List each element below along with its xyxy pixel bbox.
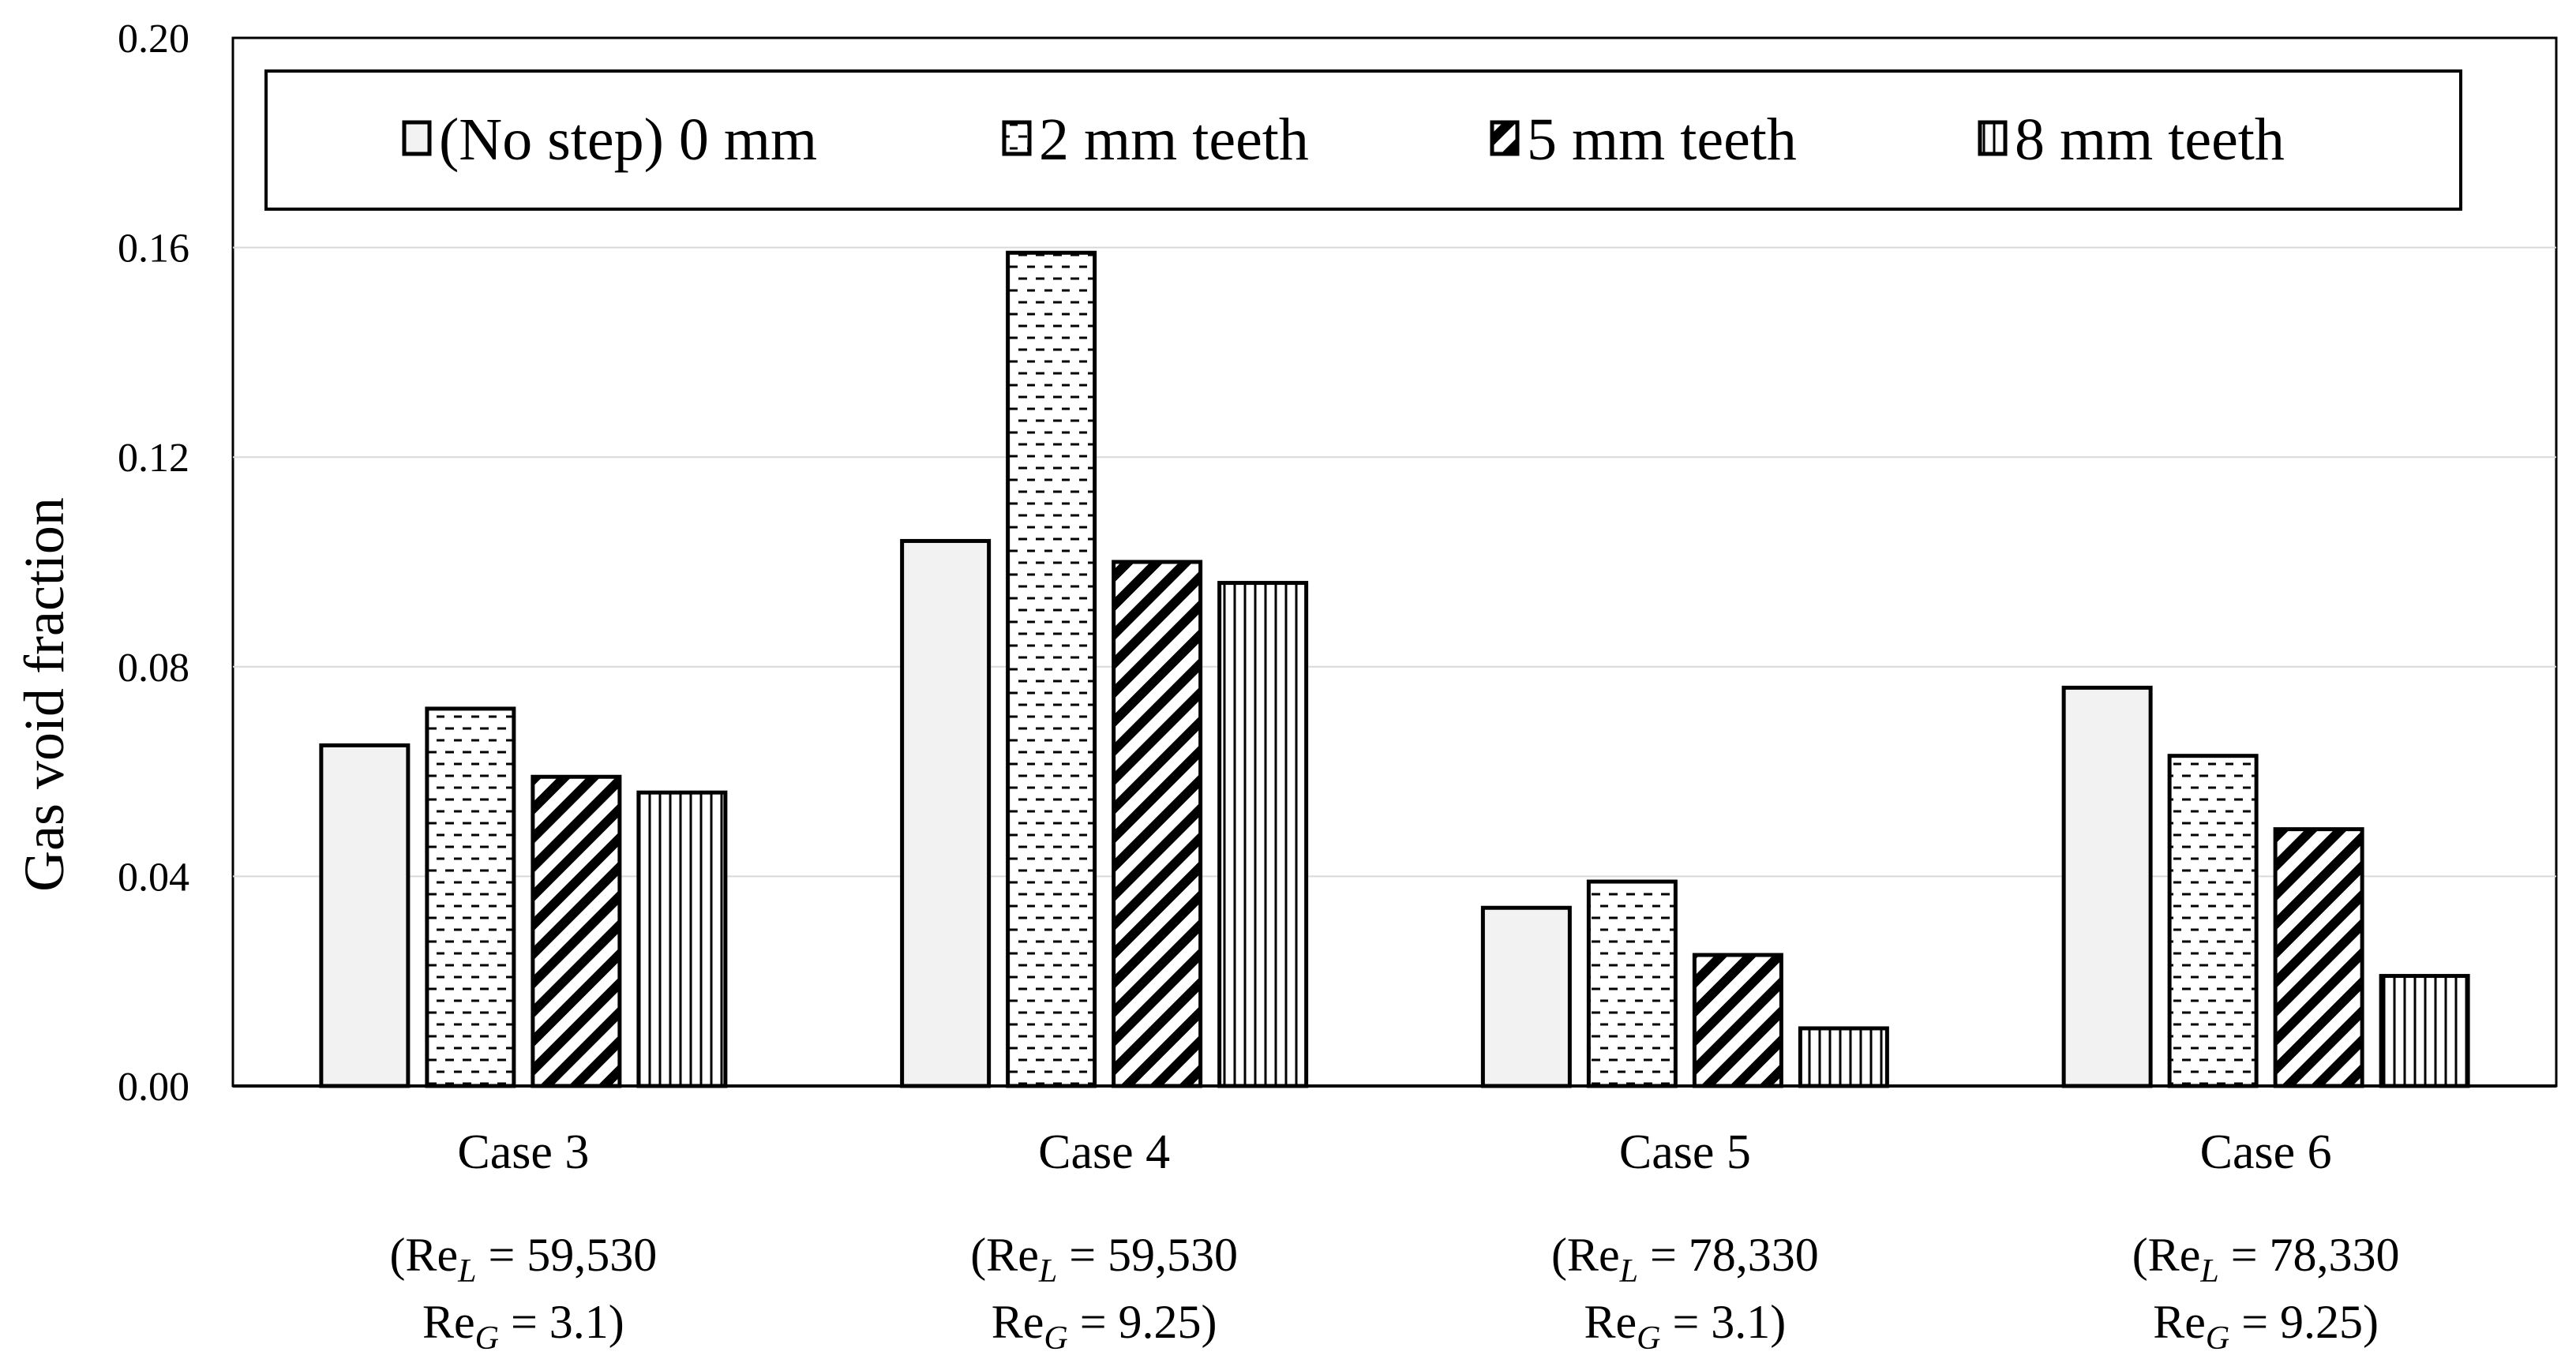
bar-case-6-series-1 [2061,685,2153,1088]
y-tick-label: 0.12 [118,436,189,481]
category-label: Case 4 [1038,1125,1170,1179]
y-axis-ticks: 0.00 0.04 0.08 0.12 0.16 0.20 [118,17,189,1110]
re-g-label: ReG = 9.25) [2153,1296,2379,1357]
y-tick-label: 0.16 [118,227,189,271]
y-tick-label: 0.20 [118,17,189,62]
bar-case-6-series-4 [2379,974,2470,1088]
bars [319,250,2470,1088]
re-g-label: ReG = 9.25) [992,1296,1217,1357]
re-l-label: (ReL = 59,530 [389,1229,657,1290]
bar-case-4-series-4 [1217,581,1309,1088]
legend-swatch-2 [1002,120,1032,156]
re-l-label: (ReL = 78,330 [2132,1229,2400,1290]
bar-case-3-series-1 [319,743,411,1088]
legend-swatch-1 [402,120,432,156]
bar-case-5-series-4 [1798,1026,1889,1088]
category-label: Case 5 [1619,1125,1751,1179]
bar-case-5-series-1 [1480,905,1572,1088]
legend-box [264,69,2462,211]
bar-case-4-series-3 [1112,560,1203,1088]
bar-case-4-series-1 [900,538,992,1088]
legend-label-4: 8 mm teeth [2015,107,2285,173]
bar-case-5-series-3 [1692,953,1783,1088]
category-label: Case 6 [2200,1125,2332,1179]
legend-label-1: (No step) 0 mm [439,107,817,173]
re-l-label: (ReL = 78,330 [1551,1229,1819,1290]
bar-case-6-series-2 [2167,754,2259,1088]
legend-label-2: 2 mm teeth [1039,107,1309,173]
re-l-label: (ReL = 59,530 [970,1229,1238,1290]
legend-swatch-4 [1978,120,2008,156]
category-label: Case 3 [457,1125,589,1179]
legend: (No step) 0 mm 2 mm teeth 5 mm teeth 8 mm t… [264,69,2462,211]
re-g-label: ReG = 3.1) [422,1296,624,1357]
bar-case-3-series-4 [636,790,728,1088]
legend-swatch-3 [1490,120,1520,156]
y-tick-label: 0.00 [118,1065,189,1110]
bar-case-3-series-3 [531,774,622,1088]
bar-case-5-series-2 [1586,879,1678,1088]
bar-case-4-series-2 [1006,250,1097,1088]
legend-label-3: 5 mm teeth [1527,107,1797,173]
re-g-label: ReG = 3.1) [1584,1296,1786,1357]
bar-case-3-series-2 [425,706,516,1088]
y-tick-label: 0.04 [118,855,189,900]
y-tick-label: 0.08 [118,646,189,691]
bar-case-6-series-3 [2273,827,2364,1088]
y-axis-label: Gas void fraction [13,497,76,892]
